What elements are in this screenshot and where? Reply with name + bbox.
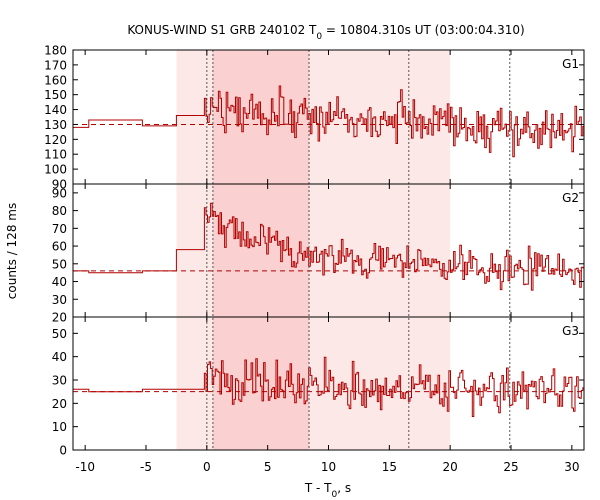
y-tick-label-g2-20: 20 [52, 311, 67, 325]
y-tick-label-g1-90: 90 [52, 178, 67, 192]
y-tick-label-g2-90: 90 [52, 186, 67, 200]
x-tick-label-25: 25 [503, 460, 518, 474]
series-g2 [73, 202, 584, 291]
x-tick-label--5: -5 [140, 460, 152, 474]
x-tick-label-20: 20 [443, 460, 458, 474]
x-tick-label-5: 5 [264, 460, 272, 474]
x-axis-label: T - T0, s [304, 481, 351, 500]
y-axis-label: counts / 128 ms [5, 203, 19, 299]
y-tick-label-g2-60: 60 [52, 240, 67, 254]
y-tick-label-g3-0: 0 [59, 444, 67, 458]
series-g3 [73, 356, 584, 417]
x-tick-label-30: 30 [564, 460, 579, 474]
panel-label-g3: G3 [562, 324, 579, 338]
y-tick-label-g1-170: 170 [44, 58, 67, 72]
y-tick-label-g3-50: 50 [52, 327, 67, 341]
y-tick-label-g1-180: 180 [44, 44, 67, 58]
panel-label-g1: G1 [562, 57, 579, 71]
y-tick-label-g2-40: 40 [52, 275, 67, 289]
y-tick-label-g2-30: 30 [52, 293, 67, 307]
y-tick-label-g1-110: 110 [44, 148, 67, 162]
y-tick-label-g1-160: 160 [44, 73, 67, 87]
axes: 90100110120130140150160170180G1203040506… [44, 44, 585, 474]
y-tick-label-g1-120: 120 [44, 133, 67, 147]
x-tick-label--10: -10 [75, 460, 95, 474]
panel-label-g2: G2 [562, 191, 579, 205]
x-tick-label-15: 15 [382, 460, 397, 474]
x-tick-label-0: 0 [203, 460, 211, 474]
y-tick-label-g2-70: 70 [52, 222, 67, 236]
y-tick-label-g1-130: 130 [44, 118, 67, 132]
x-tick-label-10: 10 [321, 460, 336, 474]
y-tick-label-g3-10: 10 [52, 420, 67, 434]
y-tick-label-g3-40: 40 [52, 350, 67, 364]
y-tick-label-g1-150: 150 [44, 88, 67, 102]
y-tick-label-g2-50: 50 [52, 257, 67, 271]
chart-title: KONUS-WIND S1 GRB 240102 T0 = 10804.310s… [127, 23, 524, 42]
marker-lines [206, 50, 511, 450]
series-layer [73, 85, 584, 417]
y-tick-label-g2-80: 80 [52, 204, 67, 218]
y-tick-label-g3-20: 20 [52, 397, 67, 411]
y-tick-label-g1-140: 140 [44, 103, 67, 117]
y-tick-label-g3-30: 30 [52, 374, 67, 388]
y-tick-label-g1-100: 100 [44, 163, 67, 177]
series-g1 [73, 85, 584, 158]
